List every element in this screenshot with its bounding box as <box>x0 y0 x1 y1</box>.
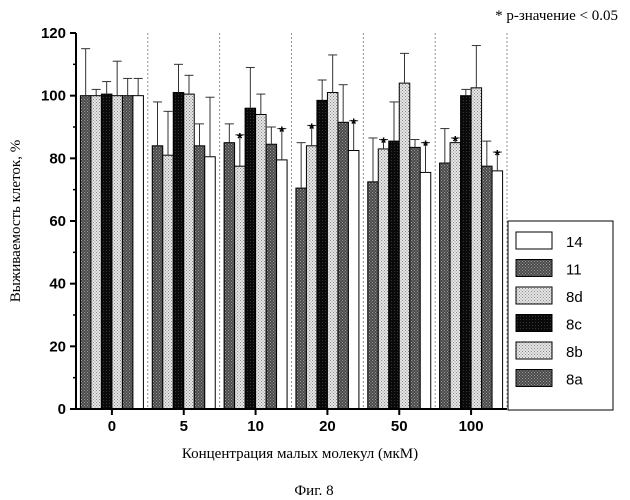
bar-14-20 <box>347 150 360 410</box>
significance-star: * <box>279 124 285 141</box>
bar-8d-5 <box>183 93 195 410</box>
bar-8c-10 <box>244 107 257 410</box>
significance-star: * <box>381 135 387 152</box>
significance-note: * р-значение < 0.05 <box>495 8 618 24</box>
bar-8a-0 <box>79 95 92 410</box>
bar-8c-100 <box>460 95 472 410</box>
legend-label-11: 11 <box>566 262 582 279</box>
bar-8a-20 <box>295 187 307 410</box>
bar-8b-0 <box>90 95 102 410</box>
y-tick-label: 20 <box>49 338 66 355</box>
x-tick-label: 100 <box>459 418 484 435</box>
bar-14-50 <box>419 171 432 410</box>
significance-star: * <box>237 130 243 147</box>
y-tick-label: 40 <box>49 276 66 293</box>
x-tick-label: 50 <box>391 418 408 435</box>
bar-8b-10 <box>234 165 246 410</box>
bar-11-20 <box>337 121 349 410</box>
legend-label-8c: 8c <box>566 317 582 334</box>
legend-swatch-8d <box>515 286 553 305</box>
legend-swatch-14 <box>515 231 553 250</box>
legend-label-14: 14 <box>566 234 583 251</box>
y-tick-label: 80 <box>49 150 66 167</box>
significance-star: * <box>494 147 500 164</box>
bar-14-10 <box>276 159 288 410</box>
bar-8b-50 <box>377 148 390 410</box>
bar-11-5 <box>193 145 206 410</box>
legend-swatch-11 <box>515 259 553 277</box>
bar-8b-100 <box>449 142 462 410</box>
error-bars-group <box>81 45 502 189</box>
bar-8b-5 <box>162 154 174 410</box>
x-axis-label: Концентрация малых молекул (мкМ) <box>182 446 418 462</box>
legend: 14 11 8d 8c 8b 8a <box>507 220 614 411</box>
y-axis-label: Выживаемость клеток, % <box>8 140 24 302</box>
legend-swatch-8b <box>515 341 553 360</box>
bar-14-0 <box>132 95 144 410</box>
bar-11-0 <box>121 95 134 410</box>
x-axis-ticks: 0 5 10 20 50 100 <box>108 409 484 435</box>
bar-8d-50 <box>398 82 411 410</box>
legend-label-8d: 8d <box>566 289 583 306</box>
y-tick-label: 60 <box>49 213 66 230</box>
legend-label-8b: 8b <box>566 344 583 361</box>
category-separators <box>147 33 508 409</box>
significance-star: * <box>423 138 429 155</box>
significance-stars-group: * * * * * * * * <box>237 116 501 164</box>
bar-14-100 <box>491 170 504 410</box>
bar-8a-100 <box>439 162 451 410</box>
bar-8d-0 <box>111 95 123 410</box>
bar-8a-50 <box>367 181 379 410</box>
significance-star: * <box>351 116 357 133</box>
bar-11-100 <box>481 165 493 410</box>
bar-14-5 <box>204 156 216 410</box>
bar-8a-5 <box>151 145 164 410</box>
significance-star: * <box>452 133 458 150</box>
bar-8c-5 <box>172 92 185 410</box>
legend-swatch-8c <box>515 314 553 332</box>
y-tick-label: 120 <box>41 25 66 42</box>
bars-group <box>79 82 504 410</box>
x-tick-label: 5 <box>180 418 188 435</box>
figure-caption: Фиг. 8 <box>294 483 333 499</box>
bar-8a-10 <box>223 142 236 410</box>
legend-label-8a: 8a <box>566 372 583 389</box>
x-tick-label: 10 <box>247 418 264 435</box>
y-tick-label: 0 <box>58 401 66 418</box>
bar-11-10 <box>265 143 278 410</box>
significance-star: * <box>309 120 315 137</box>
y-axis-ticks: 0 20 40 60 80 100 120 <box>41 25 76 418</box>
bar-8c-50 <box>388 140 400 410</box>
y-tick-label: 100 <box>41 88 66 105</box>
bar-8d-100 <box>470 87 483 410</box>
bar-8c-20 <box>316 99 328 410</box>
bar-8d-20 <box>326 92 339 410</box>
bar-11-50 <box>409 146 421 410</box>
x-tick-label: 0 <box>108 418 116 435</box>
bar-8b-20 <box>305 145 318 410</box>
bar-8c-0 <box>100 93 113 410</box>
legend-swatch-8a <box>515 369 553 387</box>
x-tick-label: 20 <box>319 418 336 435</box>
bar-8d-10 <box>255 113 267 410</box>
